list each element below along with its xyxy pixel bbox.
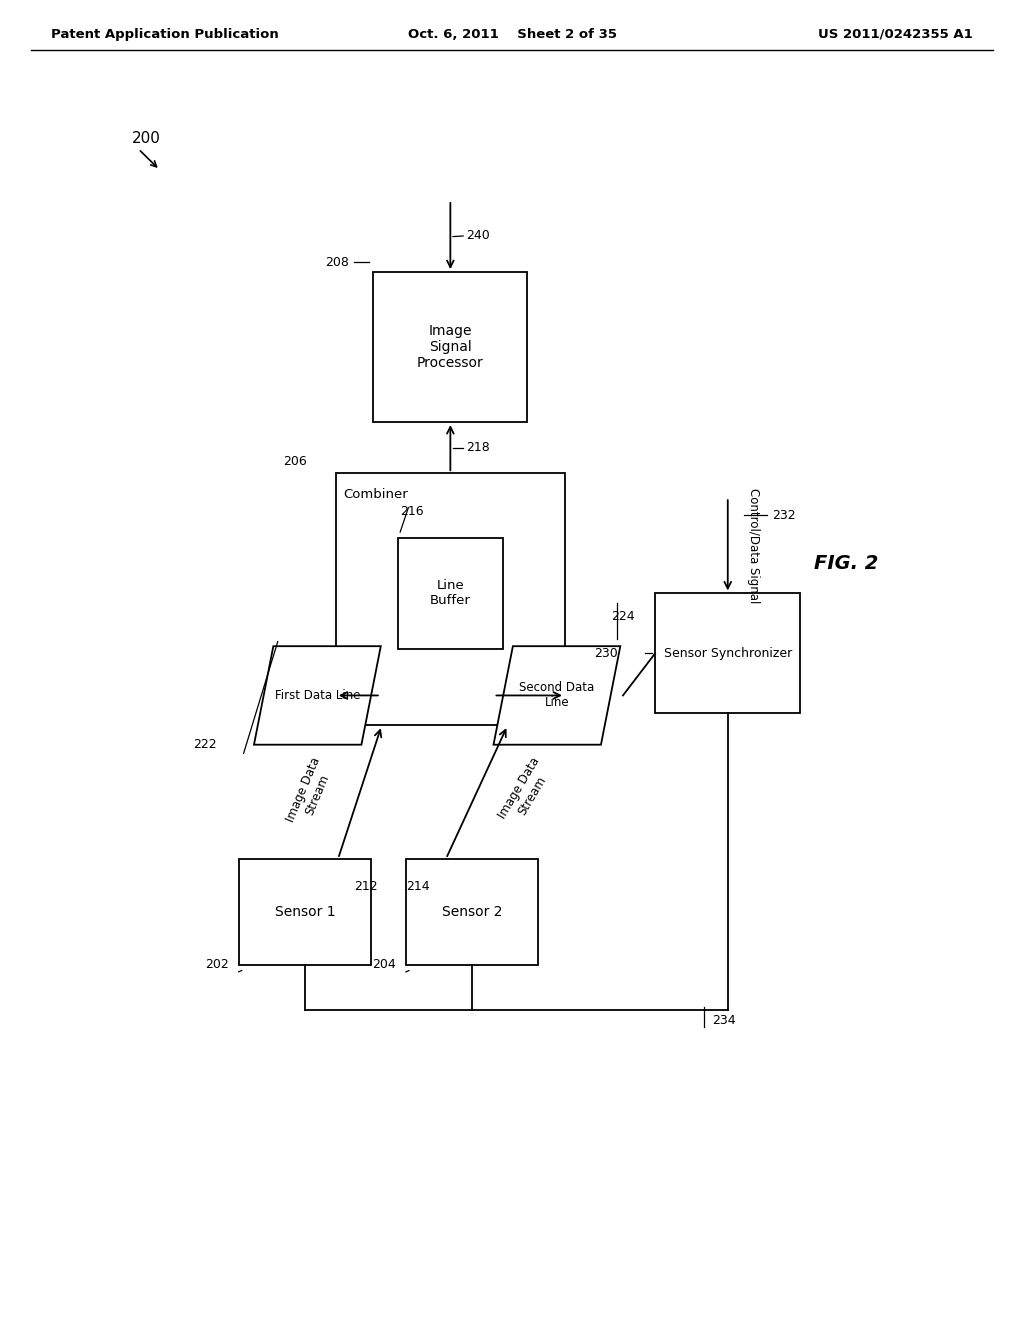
Polygon shape <box>494 647 621 744</box>
Text: 208: 208 <box>325 256 349 269</box>
Text: 218: 218 <box>466 441 489 454</box>
Text: US 2011/0242355 A1: US 2011/0242355 A1 <box>818 28 973 41</box>
Text: 202: 202 <box>205 957 228 970</box>
Text: FIG. 2: FIG. 2 <box>814 554 879 573</box>
Text: 234: 234 <box>712 1014 735 1027</box>
Bar <box>239 859 371 965</box>
Text: 240: 240 <box>466 230 489 243</box>
Text: 230: 230 <box>594 647 618 660</box>
Text: Sensor 2: Sensor 2 <box>442 904 503 919</box>
Text: 224: 224 <box>611 610 635 623</box>
Polygon shape <box>254 647 381 744</box>
Text: Image
Signal
Processor: Image Signal Processor <box>417 323 483 371</box>
Bar <box>407 859 539 965</box>
Text: 212: 212 <box>354 880 378 894</box>
Text: 206: 206 <box>283 454 307 467</box>
Text: Combiner: Combiner <box>343 487 408 500</box>
Text: Image Data
Stream: Image Data Stream <box>285 755 337 829</box>
Text: 232: 232 <box>772 508 796 521</box>
Text: Line
Buffer: Line Buffer <box>430 579 471 607</box>
Bar <box>374 272 527 422</box>
Text: Second Data
Line: Second Data Line <box>519 681 595 709</box>
Text: First Data Line: First Data Line <box>274 689 360 702</box>
Text: 214: 214 <box>407 880 430 894</box>
Text: 222: 222 <box>194 738 217 751</box>
Text: Sensor Synchronizer: Sensor Synchronizer <box>664 647 792 660</box>
Text: 204: 204 <box>372 957 395 970</box>
Text: Patent Application Publication: Patent Application Publication <box>51 28 279 41</box>
Text: 200: 200 <box>132 131 161 147</box>
Text: Oct. 6, 2011    Sheet 2 of 35: Oct. 6, 2011 Sheet 2 of 35 <box>408 28 616 41</box>
Bar <box>655 593 801 713</box>
Bar <box>336 474 565 726</box>
Text: Image Data
Stream: Image Data Stream <box>497 755 556 829</box>
Text: 216: 216 <box>400 506 424 519</box>
Text: Sensor 1: Sensor 1 <box>274 904 336 919</box>
Bar <box>397 539 503 648</box>
Text: Control/Data Signal: Control/Data Signal <box>748 487 760 603</box>
